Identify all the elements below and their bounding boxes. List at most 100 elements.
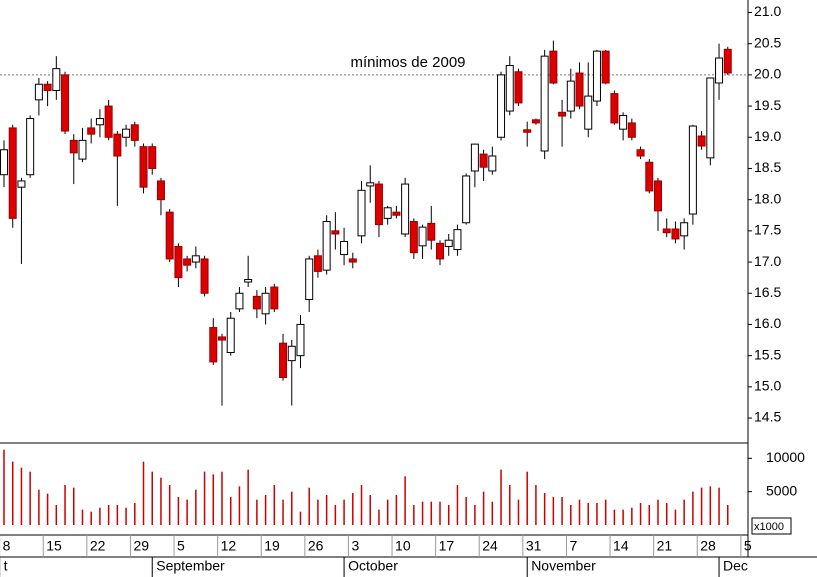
candle-body	[226, 317, 235, 354]
volume-bar	[308, 487, 310, 525]
candle-body	[252, 295, 261, 310]
volume-bar	[291, 491, 293, 525]
candle-body	[296, 323, 305, 357]
volume-bar	[509, 485, 511, 525]
candle-body	[540, 55, 549, 152]
volume-bar	[81, 509, 84, 525]
candle-body	[392, 211, 401, 216]
volume-bar	[526, 471, 528, 525]
candle-body	[313, 255, 322, 272]
candle-body	[671, 228, 680, 240]
volume-bar	[212, 474, 215, 525]
volume-bar	[456, 485, 459, 525]
volume-bar	[125, 507, 127, 525]
volume-bar	[317, 499, 319, 525]
volume-bar	[517, 499, 520, 525]
volume-bar	[142, 461, 145, 525]
candle-body	[505, 65, 514, 112]
candle-body	[8, 127, 17, 219]
candle-body	[444, 239, 453, 247]
volume-bar	[430, 501, 433, 525]
volume-bar	[709, 486, 712, 525]
volume-bar	[692, 491, 694, 525]
volume-bar	[11, 461, 14, 525]
candle-body	[218, 336, 226, 341]
volume-bar	[378, 509, 380, 525]
volume-bar	[264, 495, 267, 525]
month-label: November	[531, 558, 596, 574]
volume-bar	[665, 503, 668, 525]
volume-bar	[596, 503, 598, 525]
volume-bar	[203, 471, 206, 525]
x-tick-label: 28	[700, 538, 716, 554]
candle-body	[139, 146, 148, 188]
candle-body	[645, 161, 654, 192]
volume-bar	[20, 467, 23, 525]
x-tick-label: 17	[439, 538, 455, 554]
volume-bar	[543, 493, 546, 525]
volume-bar	[439, 501, 441, 525]
candle-body	[191, 255, 200, 263]
volume-bar	[46, 493, 49, 525]
candle-body	[427, 222, 436, 241]
candle-body	[592, 50, 601, 102]
candle-body	[279, 342, 288, 378]
volume-bar	[465, 497, 467, 525]
volume-bar	[195, 489, 197, 525]
candle-body	[697, 135, 706, 147]
candle-body	[401, 183, 410, 235]
volume-bar	[683, 499, 685, 525]
volume-bar	[570, 505, 572, 525]
volume-bar	[360, 485, 363, 525]
candle-body	[287, 345, 296, 362]
candle-body	[95, 118, 104, 126]
y-tick-label: 14.5	[754, 409, 781, 425]
volume-bar	[55, 505, 58, 525]
candle-body	[418, 226, 427, 247]
volume-bar	[160, 477, 162, 525]
volume-bar	[325, 495, 328, 525]
candle-body	[0, 149, 8, 176]
candle-body	[680, 222, 689, 237]
volume-bar	[447, 505, 450, 525]
y-tick-label: 18.5	[754, 159, 781, 175]
volume-bar	[299, 511, 302, 525]
candle-body	[340, 240, 349, 256]
candle-body	[165, 211, 174, 260]
volume-bar	[116, 505, 119, 525]
x-tick-label: 19	[264, 538, 280, 554]
candle-body	[654, 180, 662, 212]
candle-body	[584, 95, 593, 130]
volume-bar	[386, 499, 389, 525]
x-tick-label: 7	[569, 538, 577, 554]
month-label: Dec	[723, 558, 748, 574]
volume-bar	[186, 499, 188, 525]
volume-bar	[727, 505, 729, 525]
volume-bar	[578, 499, 581, 525]
x-tick-label: 5	[744, 538, 752, 554]
candle-body	[130, 124, 139, 141]
candle-body	[558, 111, 567, 117]
candle-body	[436, 242, 444, 260]
x-tick-label: 5	[177, 538, 185, 554]
volume-bar	[622, 509, 624, 525]
candle-body	[409, 221, 418, 254]
candle-body	[331, 230, 340, 235]
volume-bar	[369, 495, 371, 525]
volume-bar	[674, 509, 677, 525]
volume-bar	[3, 449, 5, 525]
candle-body	[270, 286, 279, 310]
y-tick-label: 19.5	[754, 97, 781, 113]
volume-bar	[273, 485, 276, 525]
candle-body	[235, 292, 244, 310]
volume-bar	[256, 499, 258, 525]
candle-body	[462, 175, 471, 224]
candle-body	[174, 245, 183, 279]
candle-body	[497, 74, 506, 138]
volume-bar	[334, 505, 337, 525]
x-tick-label: 31	[526, 538, 542, 554]
unit-label: x1000	[754, 521, 784, 533]
volume-bar	[29, 471, 31, 525]
